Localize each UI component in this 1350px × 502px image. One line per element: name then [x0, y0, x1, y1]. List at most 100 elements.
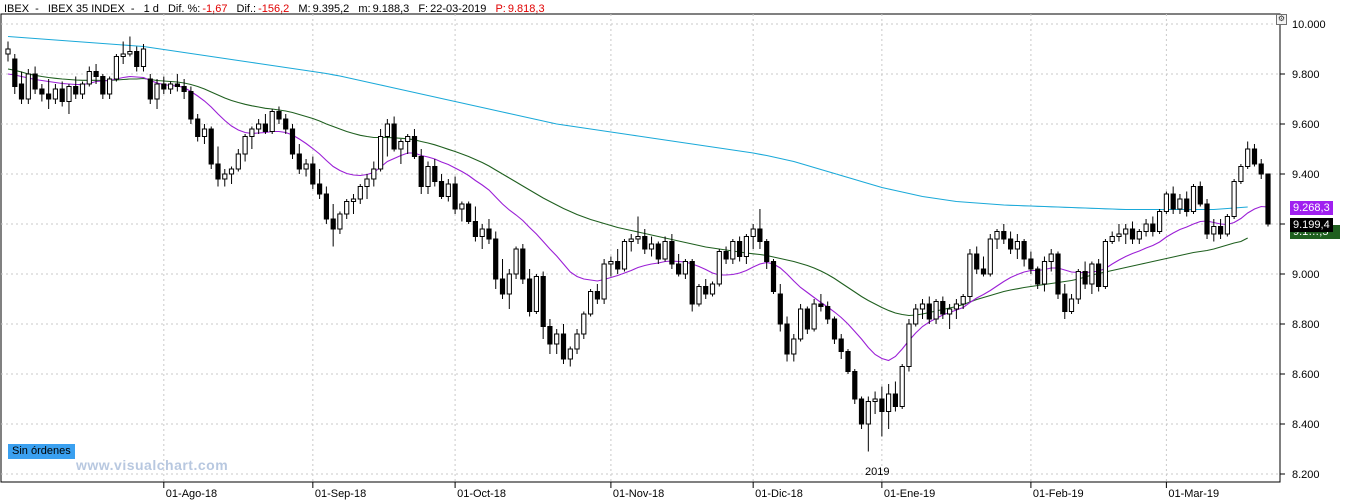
- candle: [858, 396, 865, 429]
- candle: [682, 259, 688, 279]
- candle: [899, 364, 905, 409]
- candle-body-down: [784, 323, 790, 355]
- x-tick-label: 01-Ago-18: [166, 488, 217, 500]
- orders-status-badge[interactable]: Sin órdenes: [8, 444, 75, 459]
- candle-body-up: [872, 398, 878, 402]
- candle: [459, 201, 465, 222]
- sep-2: -: [130, 3, 135, 15]
- candle-body-up: [953, 303, 959, 310]
- candle-body-up: [127, 51, 133, 55]
- candle-body-up: [1211, 226, 1217, 235]
- candle: [879, 386, 885, 437]
- candle-body-down: [655, 243, 661, 260]
- candle: [140, 44, 147, 72]
- candle-body-up: [994, 231, 1000, 240]
- candle: [1075, 269, 1081, 304]
- candle: [1129, 221, 1136, 244]
- candle: [256, 119, 262, 134]
- diff-value: -156,2: [258, 3, 290, 15]
- candle-body-down: [1008, 238, 1014, 250]
- candle: [615, 249, 621, 274]
- candle: [445, 179, 451, 202]
- candle: [1068, 294, 1075, 314]
- candle: [1048, 249, 1054, 272]
- candle-body-down: [39, 88, 45, 95]
- candle: [926, 296, 932, 324]
- x-tick-label: 01-Sep-18: [315, 488, 366, 500]
- candle-body-up: [811, 303, 817, 330]
- candle: [147, 74, 153, 104]
- candle-body-down: [980, 268, 987, 275]
- candle-body-down: [1170, 193, 1176, 210]
- candle: [174, 74, 181, 92]
- candle-body-up: [337, 213, 343, 230]
- candle: [804, 306, 810, 334]
- candle: [93, 64, 99, 84]
- candle: [798, 304, 804, 342]
- candle: [777, 284, 783, 332]
- candle: [12, 54, 18, 94]
- candle-body-down: [46, 93, 52, 100]
- candle-body-up: [750, 228, 756, 237]
- candle: [669, 234, 675, 269]
- candle-body-down: [974, 253, 980, 270]
- candle-body-up: [113, 56, 120, 80]
- candle: [1008, 231, 1014, 254]
- candle-body-up: [581, 313, 587, 335]
- candle: [432, 159, 438, 187]
- candle-body-down: [438, 181, 445, 197]
- candle-body-up: [588, 291, 594, 315]
- candle-body-up: [425, 166, 431, 187]
- candle: [1136, 229, 1142, 244]
- candle-body-up: [140, 48, 147, 67]
- chart-header: IBEX - IBEX 35 INDEX - 1 d Dif. %: -1,67 Di…: [4, 2, 551, 16]
- candle: [242, 134, 248, 162]
- candle: [1157, 209, 1163, 234]
- timeframe-label: 1 d: [143, 3, 159, 15]
- candle-body-up: [730, 241, 736, 260]
- candle: [1082, 261, 1088, 289]
- candle: [1014, 234, 1020, 259]
- candle: [1001, 224, 1007, 244]
- candle: [154, 79, 160, 109]
- moving-averages: [7, 35, 1269, 362]
- candle: [1150, 216, 1156, 237]
- candle-body-up: [1123, 228, 1129, 235]
- candle-body-down: [804, 308, 810, 330]
- candle: [757, 209, 763, 249]
- candle: [438, 174, 445, 199]
- candle: [567, 346, 573, 367]
- candle-body-down: [188, 91, 194, 120]
- candle: [594, 284, 600, 304]
- candle-body-up: [709, 283, 716, 295]
- candle: [1143, 219, 1149, 237]
- candle-body-down: [499, 278, 506, 295]
- x-tick-label: 01-Mar-19: [1168, 488, 1219, 500]
- candle-body-up: [1157, 211, 1163, 232]
- candle-body-up: [743, 236, 749, 257]
- candle-body-up: [554, 333, 560, 345]
- candle-body-up: [886, 393, 892, 412]
- candle-body-down: [1251, 148, 1258, 165]
- candle-body-up: [506, 273, 512, 295]
- candle: [317, 169, 323, 199]
- candle: [913, 304, 919, 327]
- candle-body-down: [1035, 268, 1041, 285]
- candle: [66, 84, 72, 114]
- candle-body-up: [120, 53, 126, 57]
- diff-label: Dif.:: [236, 3, 257, 15]
- candle-body-up: [79, 83, 86, 95]
- candle: [391, 116, 397, 152]
- x-tick-label: 01-Oct-18: [457, 488, 506, 500]
- candle-body-down: [520, 248, 526, 280]
- candle-body-down: [12, 58, 18, 87]
- candle-body-up: [919, 303, 926, 310]
- gear-icon[interactable]: ⚙: [1276, 14, 1287, 25]
- candle-body-down: [1001, 231, 1007, 240]
- candle: [1041, 256, 1048, 292]
- candle-body-up: [303, 163, 309, 170]
- candle: [289, 124, 296, 159]
- candle-body-down: [330, 218, 336, 230]
- candle-body-down: [1218, 226, 1224, 235]
